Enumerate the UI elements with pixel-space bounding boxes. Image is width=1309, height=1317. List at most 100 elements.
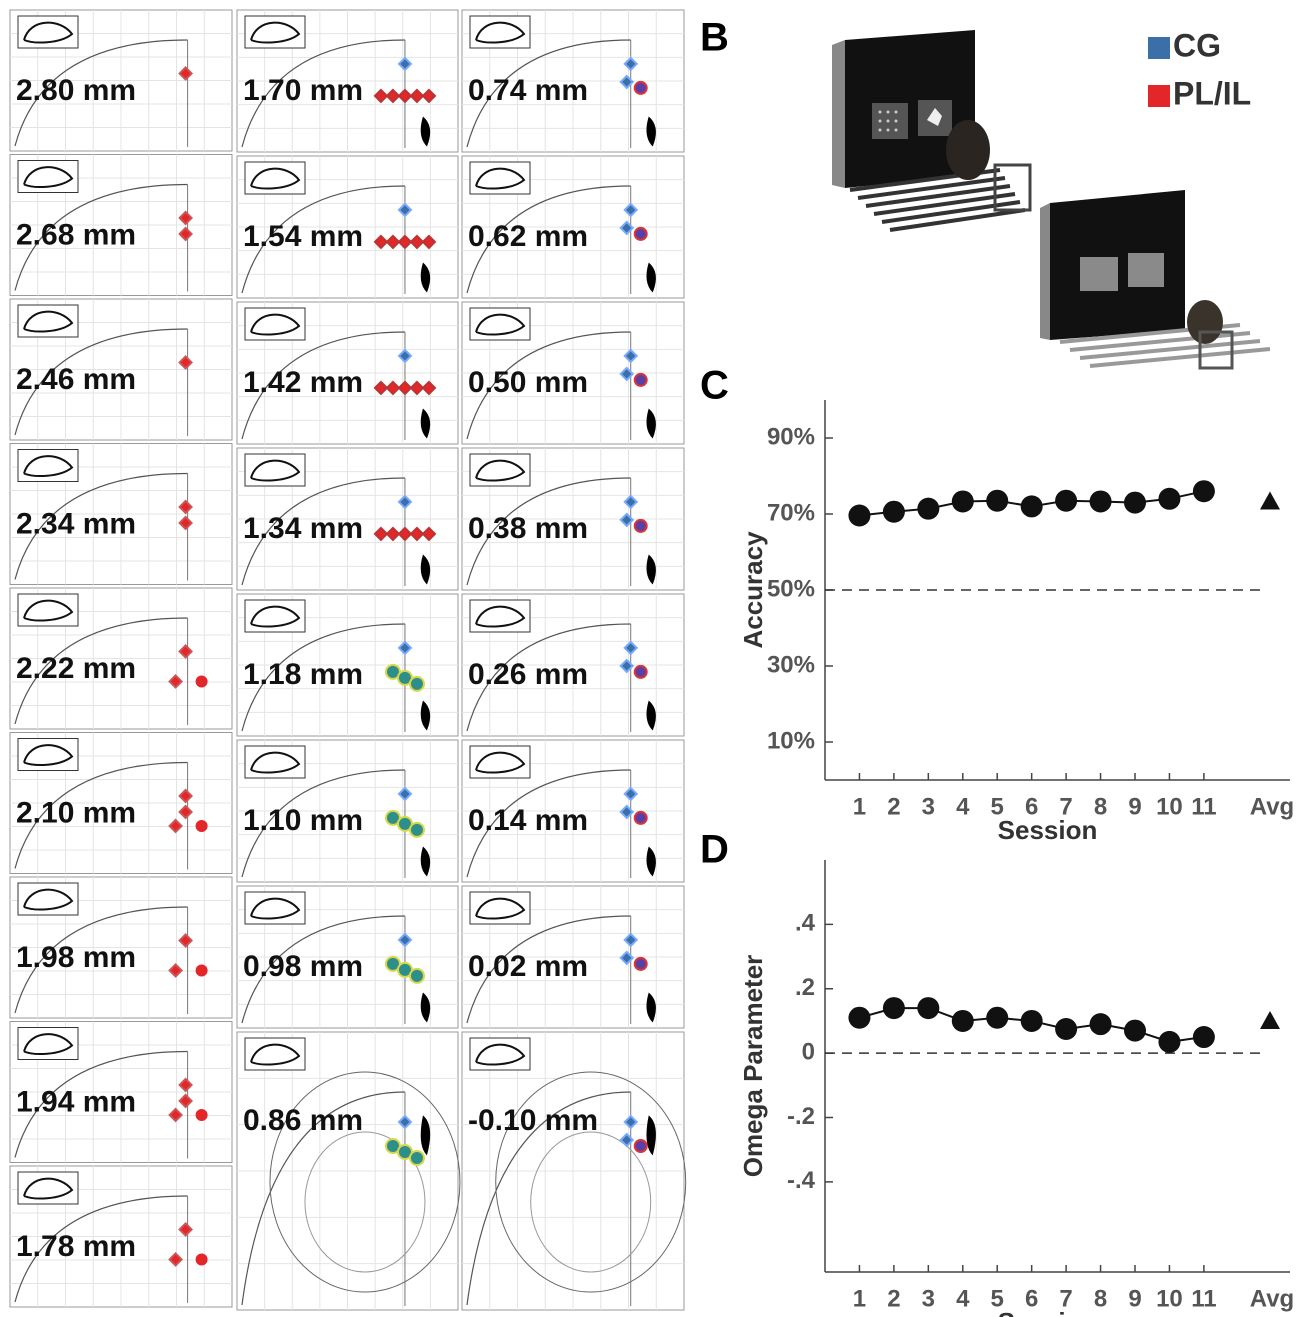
section-label: 0.38 mm — [468, 512, 588, 545]
average-marker — [1260, 491, 1280, 509]
section-label: 1.34 mm — [243, 512, 363, 545]
x-axis-label: Session — [998, 815, 1098, 845]
mean-point — [1158, 1031, 1180, 1053]
placement-marker — [635, 666, 647, 678]
section-label: 1.78 mm — [16, 1230, 136, 1263]
legend-swatch — [1148, 37, 1170, 59]
placement-marker — [410, 823, 424, 837]
x-tick-label: 3 — [922, 1285, 935, 1312]
y-tick-label: 0 — [802, 1038, 815, 1065]
section-label: 2.68 mm — [16, 218, 136, 251]
mean-point — [1021, 1010, 1043, 1032]
y-axis-label: Accuracy — [738, 531, 768, 649]
section-label: 2.22 mm — [16, 652, 136, 685]
mean-point — [1124, 492, 1146, 514]
section-label: 0.14 mm — [468, 804, 588, 837]
mean-point — [883, 501, 905, 523]
section-label: 1.18 mm — [243, 658, 363, 691]
x-tick-label: Avg — [1250, 793, 1294, 820]
panel-label: D — [700, 828, 729, 872]
placement-marker — [196, 964, 208, 976]
x-tick-label: 9 — [1128, 1285, 1141, 1312]
placement-marker — [635, 520, 647, 532]
panel-label: B — [700, 16, 729, 60]
section-label: 0.02 mm — [468, 950, 588, 983]
mean-point — [1193, 1026, 1215, 1048]
y-tick-label: 10% — [767, 727, 815, 754]
legend-label: CG — [1173, 27, 1221, 63]
y-axis-label: Omega Parameter — [738, 955, 768, 1178]
mean-point — [917, 498, 939, 520]
legend: CG PL/IL — [1148, 27, 1251, 111]
placement-marker — [196, 820, 208, 832]
placement-marker — [635, 82, 647, 94]
section-label: 1.42 mm — [243, 366, 363, 399]
mean-point — [986, 1007, 1008, 1029]
section-label: 2.46 mm — [16, 363, 136, 396]
section-label: 2.80 mm — [16, 74, 136, 107]
section-label: 2.34 mm — [16, 507, 136, 540]
x-tick-label: Avg — [1250, 1285, 1294, 1312]
mean-point — [1124, 1020, 1146, 1042]
x-tick-label: 11 — [1191, 1285, 1216, 1312]
placement-marker — [410, 677, 424, 691]
x-tick-label: 1 — [853, 793, 866, 820]
mean-point — [848, 1007, 870, 1029]
section-label: 0.74 mm — [468, 74, 588, 107]
placement-marker — [635, 812, 647, 824]
y-tick-label: -.4 — [787, 1167, 816, 1194]
x-tick-label: 4 — [956, 793, 970, 820]
section-label: 1.10 mm — [243, 804, 363, 837]
legend-label: PL/IL — [1173, 75, 1251, 111]
placement-marker — [635, 374, 647, 386]
average-marker — [1260, 1011, 1280, 1029]
mean-point — [1193, 480, 1215, 502]
y-tick-label: 50% — [767, 575, 815, 602]
x-axis-label: Session — [998, 1307, 1098, 1317]
y-tick-label: .4 — [795, 910, 816, 937]
placement-marker — [196, 1109, 208, 1121]
placement-marker — [635, 228, 647, 240]
y-tick-label: 90% — [767, 423, 815, 450]
section-label: 1.54 mm — [243, 220, 363, 253]
section-label: 1.98 mm — [16, 941, 136, 974]
section-label: 1.70 mm — [243, 74, 363, 107]
mean-point — [917, 997, 939, 1019]
placement-marker — [196, 1253, 208, 1265]
section-label: 1.94 mm — [16, 1085, 136, 1118]
mean-point — [1158, 488, 1180, 510]
section-label: 0.98 mm — [243, 950, 363, 983]
mean-point — [1090, 490, 1112, 512]
mean-point — [952, 490, 974, 512]
section-label: 2.10 mm — [16, 796, 136, 829]
section-label: 0.26 mm — [468, 658, 588, 691]
mean-point — [1090, 1013, 1112, 1035]
x-tick-label: 11 — [1191, 793, 1216, 820]
y-tick-label: -.2 — [787, 1103, 815, 1130]
y-tick-label: .2 — [795, 974, 815, 1001]
mean-point — [986, 490, 1008, 512]
placement-marker — [635, 1140, 647, 1152]
placement-marker — [196, 675, 208, 687]
panel-label: C — [700, 364, 729, 408]
placement-marker — [410, 1151, 424, 1165]
x-tick-label: 3 — [922, 793, 935, 820]
x-tick-label: 1 — [853, 1285, 866, 1312]
mean-point — [1055, 490, 1077, 512]
x-tick-label: 2 — [887, 1285, 900, 1312]
x-tick-label: 10 — [1156, 793, 1183, 820]
legend-swatch — [1148, 85, 1170, 107]
mean-point — [883, 997, 905, 1019]
figure: A B CGPL/IL 2.80 mm2.68 mm2.46 mm2.3 — [0, 0, 1309, 1317]
section-label: 0.62 mm — [468, 220, 588, 253]
mean-point — [848, 505, 870, 527]
section-label: 0.50 mm — [468, 366, 588, 399]
y-tick-label: 30% — [767, 651, 815, 678]
x-tick-label: 4 — [956, 1285, 970, 1312]
x-tick-label: 9 — [1128, 793, 1141, 820]
x-tick-label: 2 — [887, 793, 900, 820]
mean-point — [952, 1010, 974, 1032]
mean-point — [1055, 1018, 1077, 1040]
y-tick-label: 70% — [767, 499, 815, 526]
section-label: -0.10 mm — [468, 1104, 598, 1137]
